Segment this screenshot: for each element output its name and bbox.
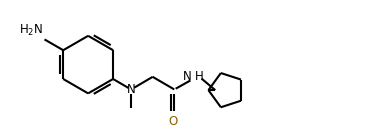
Text: O: O bbox=[168, 115, 177, 128]
Text: H$_2$N: H$_2$N bbox=[19, 23, 43, 38]
Text: N: N bbox=[183, 70, 192, 83]
Text: N: N bbox=[127, 83, 135, 96]
Text: H: H bbox=[195, 70, 203, 83]
